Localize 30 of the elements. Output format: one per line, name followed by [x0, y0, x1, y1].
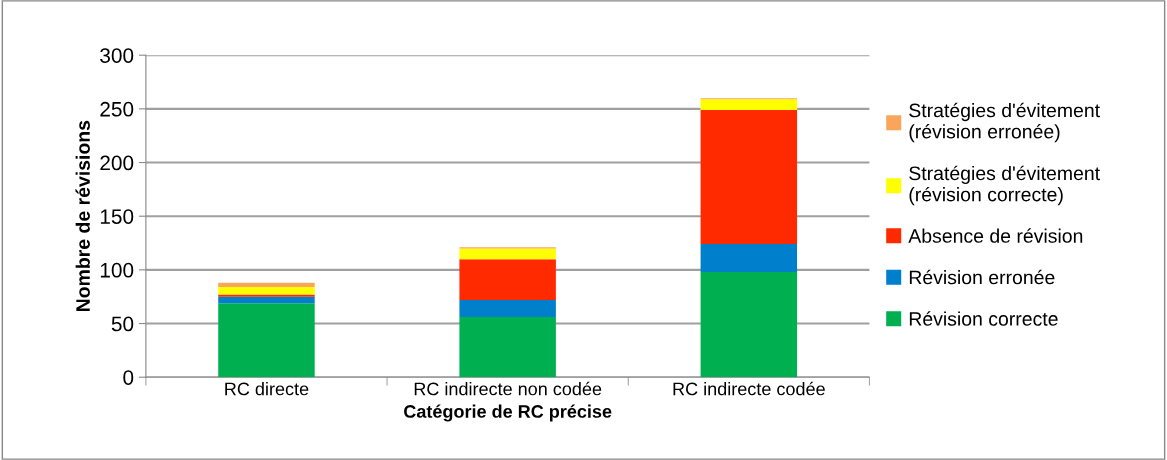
bar	[700, 99, 798, 110]
bar	[218, 287, 315, 295]
bar	[459, 259, 556, 300]
x-tick-label: RC indirecte non codée	[414, 381, 602, 396]
legend-label: Révision correcte	[909, 311, 1058, 326]
legend-label: Stratégies d'évitement (révision erronée)	[909, 102, 1100, 143]
bar	[700, 244, 798, 273]
bar	[218, 296, 315, 304]
bar	[700, 272, 798, 378]
y-tick-label: 300	[100, 48, 134, 63]
bar	[700, 109, 798, 245]
bar	[459, 299, 556, 318]
y-tick-label: 100	[100, 262, 134, 278]
y-tick-label: 200	[100, 155, 134, 171]
y-tick-label: 250	[100, 101, 134, 117]
x-tick-label: RC indirecte codée	[673, 381, 825, 396]
legend-label: Stratégies d'évitement (révision correcte)	[909, 165, 1100, 206]
y-tick-label: 50	[111, 316, 134, 332]
legend-label: Absence de révision	[908, 228, 1083, 243]
bar	[218, 282, 315, 288]
bar	[218, 303, 315, 378]
y-tick-label: 0	[123, 370, 134, 385]
bar	[459, 317, 556, 378]
y-axis-title: Nombre de révisions	[75, 120, 90, 312]
y-tick-label: 150	[100, 209, 134, 224]
x-tick-label: RC directe	[225, 382, 309, 396]
bar	[459, 248, 556, 260]
x-axis-title: Catégorie de RC précise	[404, 404, 612, 422]
bar	[218, 294, 315, 297]
legend-label: Révision erronée	[909, 269, 1055, 285]
